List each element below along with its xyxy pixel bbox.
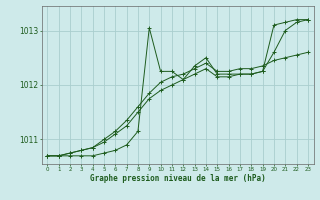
X-axis label: Graphe pression niveau de la mer (hPa): Graphe pression niveau de la mer (hPa): [90, 174, 266, 183]
